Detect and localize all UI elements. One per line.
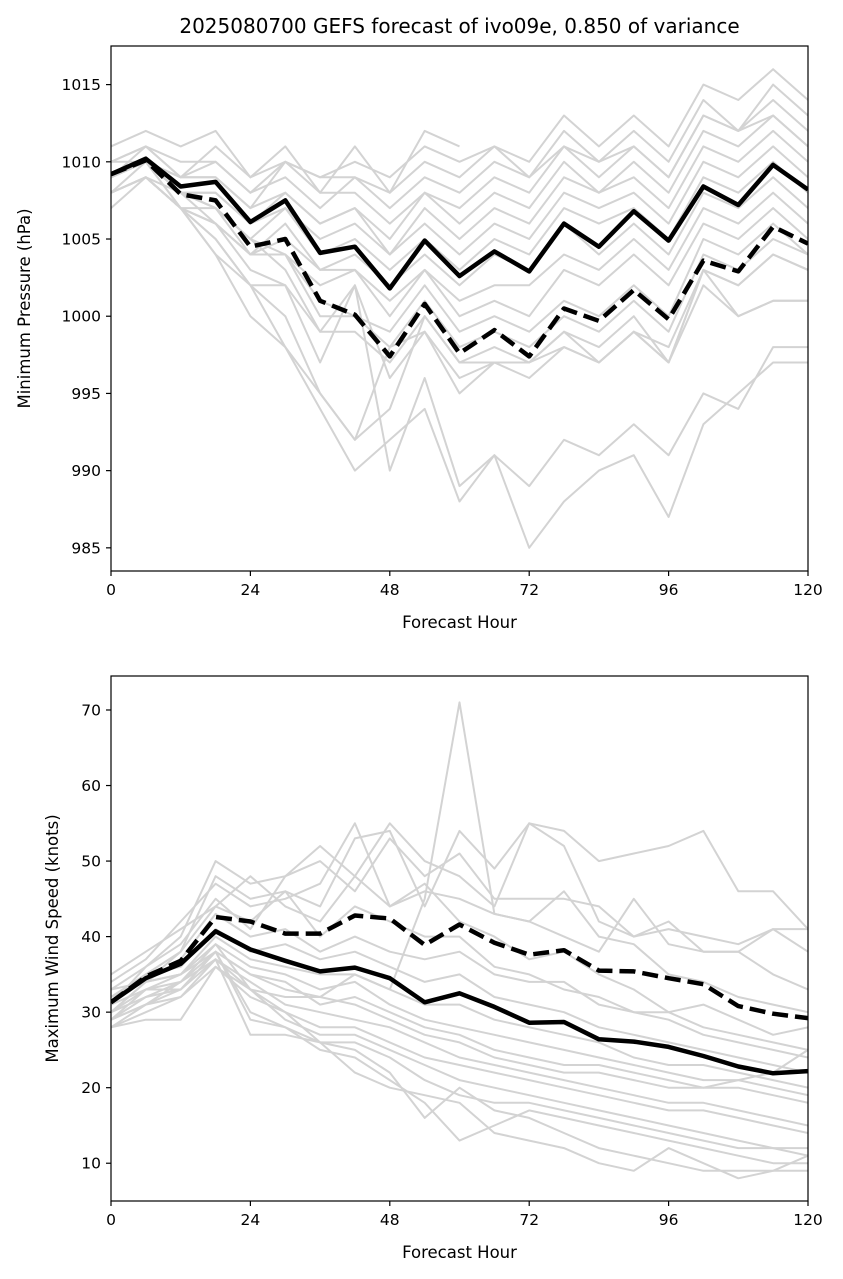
pressure-x-tick-label: 0 <box>106 581 116 599</box>
wind-x-tick-label: 96 <box>659 1211 679 1229</box>
pressure-y-tick-label: 985 <box>71 539 101 557</box>
wind-dashed-line <box>111 913 808 1021</box>
pressure-y-tick-label: 1015 <box>62 76 101 94</box>
pressure-x-tick-label: 96 <box>659 581 679 599</box>
wind-member-line-11 <box>111 943 808 1097</box>
wind-y-tick-label: 50 <box>81 853 101 871</box>
wind-member-line-13 <box>111 943 808 1089</box>
wind-y-tick-label: 70 <box>81 701 101 719</box>
pressure-y-axis-label: Minimum Pressure (hPa) <box>15 208 34 408</box>
pressure-member-line-12 <box>111 160 808 318</box>
wind-solid-line <box>111 929 808 1076</box>
wind-y-axis-label: Maximum Wind Speed (knots) <box>43 814 62 1062</box>
wind-member-line-4 <box>111 837 808 1006</box>
wind-member-line-14 <box>111 958 808 1127</box>
pressure-axes-frame <box>110 45 809 572</box>
wind-x-tick-label: 24 <box>241 1211 261 1229</box>
pressure-panel: 0 24 48 72 96 120 985 990 995 1000 1005 1010 1015 For… <box>15 45 823 632</box>
pressure-y-tick-label: 1010 <box>62 153 101 171</box>
pressure-y-tick-label: 1005 <box>62 231 101 249</box>
wind-y-tick-label: 40 <box>81 928 101 946</box>
pressure-y-tick-label: 1000 <box>62 308 101 326</box>
pressure-member-line-16 <box>111 160 808 379</box>
pressure-member-line-1 <box>111 129 460 194</box>
wind-member-line-7 <box>111 890 808 1051</box>
pressure-plot-area <box>111 68 808 549</box>
pressure-member-line-8 <box>111 145 808 256</box>
wind-y-tick-label: 30 <box>81 1004 101 1022</box>
pressure-member-line-13 <box>111 176 808 333</box>
wind-x-tick-label: 48 <box>380 1211 400 1229</box>
wind-axes-frame <box>110 675 809 1202</box>
wind-member-line-5 <box>111 845 808 1014</box>
wind-x-tick-label: 72 <box>519 1211 539 1229</box>
wind-member-line-3 <box>111 822 808 1013</box>
wind-y-tick-label: 10 <box>81 1155 101 1173</box>
wind-member-line-17 <box>111 950 808 1157</box>
pressure-member-line-20 <box>111 176 808 441</box>
wind-member-line-8 <box>111 912 808 1059</box>
wind-member-line-10 <box>111 935 808 1089</box>
pressure-y-tick-label: 990 <box>71 462 101 480</box>
wind-panel: 0 24 48 72 96 120 10 20 30 40 50 60 70 Forecast Hour M… <box>43 675 823 1262</box>
chart-title: 2025080700 GEFS forecast of ivo09e, 0.85… <box>179 14 739 38</box>
wind-x-tick-label: 120 <box>793 1211 823 1229</box>
wind-member-line-15 <box>111 965 808 1134</box>
pressure-member-line-6 <box>111 114 808 240</box>
pressure-member-line-19 <box>111 160 808 549</box>
wind-x-axis-label: Forecast Hour <box>402 1243 517 1262</box>
pressure-x-tick-label: 48 <box>380 581 400 599</box>
wind-y-tick-label: 60 <box>81 777 101 795</box>
pressure-x-tick-label: 120 <box>793 581 823 599</box>
pressure-member-line-18 <box>111 176 808 441</box>
pressure-y-tick-label: 995 <box>71 385 101 403</box>
wind-member-line-20 <box>111 965 808 1180</box>
pressure-x-axis-label: Forecast Hour <box>402 613 517 632</box>
wind-member-line-16 <box>111 958 808 1150</box>
wind-member-line-6 <box>111 822 808 1036</box>
pressure-solid-line <box>111 156 808 291</box>
pressure-dashed-line <box>111 158 808 359</box>
wind-x-tick-label: 0 <box>106 1211 116 1229</box>
wind-plot-area <box>111 701 808 1180</box>
pressure-x-tick-label: 24 <box>241 581 261 599</box>
wind-member-line-2 <box>111 822 808 998</box>
pressure-member-line-3 <box>111 83 808 194</box>
wind-member-line-19 <box>111 958 808 1172</box>
pressure-x-tick-label: 72 <box>519 581 539 599</box>
wind-y-tick-label: 20 <box>81 1079 101 1097</box>
